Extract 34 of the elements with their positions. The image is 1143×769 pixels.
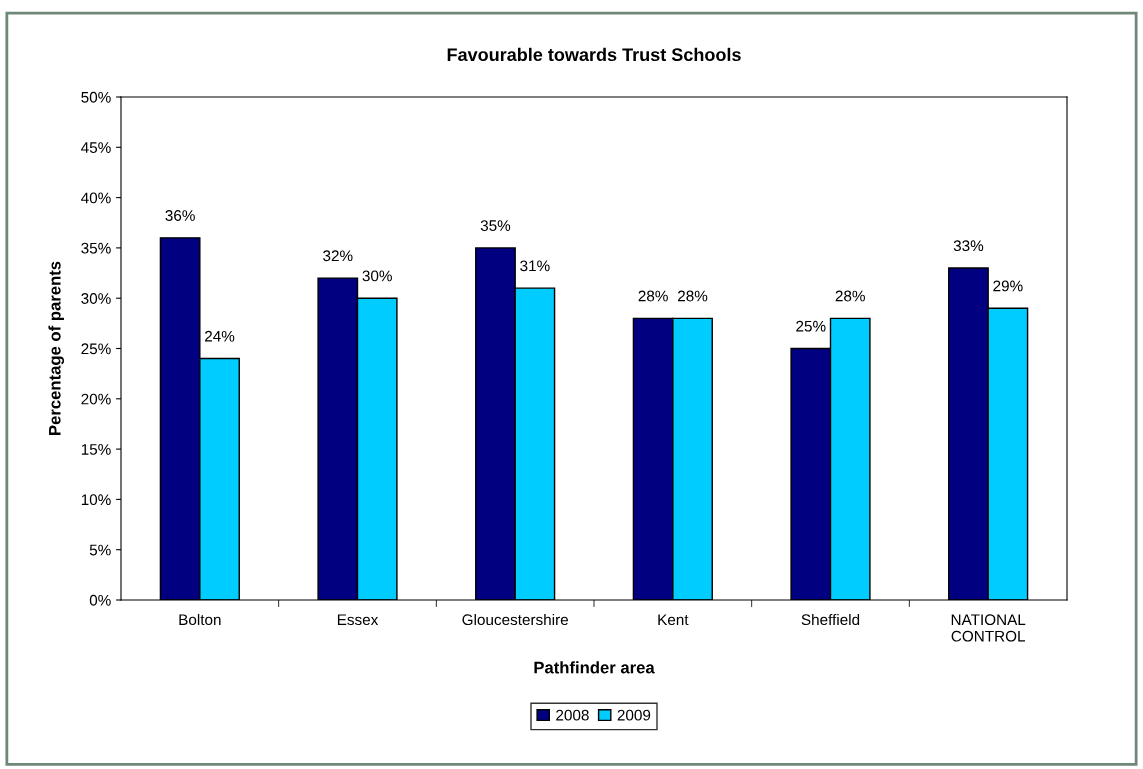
legend-label: 2009 — [617, 709, 651, 721]
data-label: 32% — [323, 250, 353, 262]
y-tick-label: 40% — [81, 192, 111, 204]
chart-title: Favourable towards Trust Schools — [447, 47, 741, 62]
data-label: 24% — [205, 330, 235, 342]
data-label: 30% — [362, 270, 392, 282]
x-tick-label: Kent — [658, 614, 689, 626]
data-label: 29% — [993, 280, 1023, 292]
x-axis-title: Pathfinder area — [534, 661, 655, 674]
y-tick-label: 35% — [81, 242, 111, 254]
y-tick-label: 10% — [81, 494, 111, 506]
data-label: 28% — [638, 290, 668, 302]
data-label: 35% — [480, 220, 511, 231]
x-tick-label: Gloucestershire — [462, 613, 568, 626]
y-tick-label: 5% — [89, 544, 111, 556]
y-tick-label: 20% — [81, 393, 111, 405]
legend-label: 2008 — [556, 709, 589, 721]
y-tick-label: 50% — [81, 91, 111, 103]
data-label: 31% — [520, 260, 550, 272]
y-tick-label: 15% — [81, 444, 111, 455]
data-label: 25% — [796, 320, 826, 332]
x-tick-label: Bolton — [179, 613, 221, 626]
data-label: 33% — [953, 240, 984, 252]
x-tick-label: NATIONAL CONTROL — [951, 614, 1026, 642]
data-label: 28% — [678, 290, 708, 302]
y-tick-label: 25% — [81, 343, 111, 355]
data-label: 28% — [835, 290, 865, 302]
x-tick-label: Essex — [337, 614, 379, 626]
x-tick-label: Sheffield — [801, 613, 860, 626]
y-tick-label: 0% — [89, 594, 111, 606]
y-tick-label: 45% — [81, 142, 111, 153]
y-axis-title: Percentage of parents — [48, 261, 65, 435]
data-label: 36% — [165, 210, 195, 221]
y-tick-label: 30% — [81, 293, 111, 304]
